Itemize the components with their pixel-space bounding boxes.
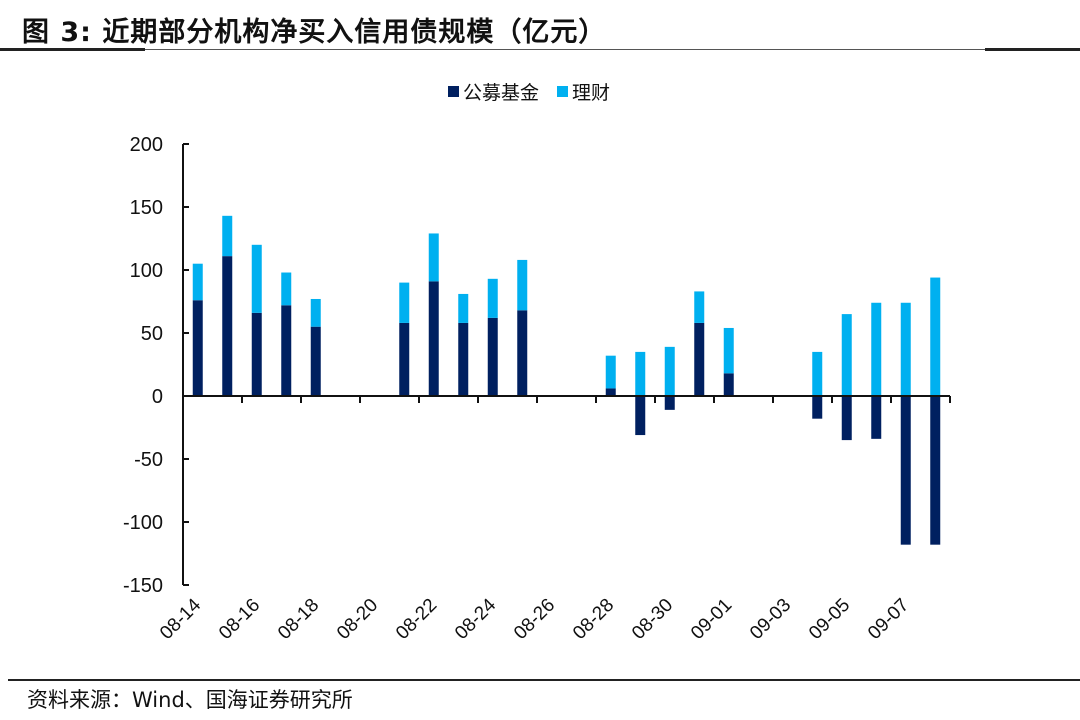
bar-fund-09-05 [841, 396, 852, 441]
legend-item-fund: 公募基金 [448, 78, 539, 105]
bar-wealth-08-23 [458, 293, 469, 323]
x-tick-label: 08-16 [215, 595, 264, 644]
bar-wealth-08-29 [635, 351, 646, 396]
bar-fund-08-28 [605, 388, 616, 396]
bar-fund-08-18 [310, 326, 321, 396]
y-tick-label: 100 [130, 260, 163, 282]
bar-wealth-09-08 [930, 277, 941, 396]
figure-title: 图 3: 近期部分机构净买入信用债规模（亿元） [22, 17, 607, 48]
legend-label-fund: 公募基金 [463, 82, 540, 104]
legend-swatch-fund [448, 86, 459, 97]
x-tick-label: 09-03 [746, 595, 795, 644]
bar-fund-08-24 [487, 317, 498, 396]
bar-wealth-08-21 [399, 282, 410, 323]
bar-wealth-08-25 [517, 259, 528, 311]
y-tick-label: 0 [152, 386, 163, 408]
x-tick-labels: 08-14 08-16 08-18 08-20 08-22 08-24 08-26 08-28… [156, 594, 913, 644]
chart-legend: 公募基金 理财 [448, 78, 628, 105]
x-tick-label: 09-01 [687, 595, 736, 644]
bar-fund-09-08 [930, 396, 941, 545]
bar-wealth-09-04 [812, 351, 823, 396]
title-divider-right-accent [985, 48, 1080, 51]
bar-fund-09-04 [812, 396, 823, 419]
x-tick-label: 09-07 [864, 595, 913, 644]
x-tick-label: 08-14 [156, 594, 206, 644]
bar-wealth-09-01 [723, 327, 734, 374]
x-tick-label: 08-28 [569, 595, 618, 644]
y-tick-label: -150 [123, 575, 163, 597]
x-tick-label: 08-26 [510, 595, 559, 644]
bar-wealth-08-14 [192, 263, 203, 301]
bars-layer [192, 215, 941, 545]
x-tick-label: 08-18 [274, 595, 323, 644]
bar-fund-08-21 [399, 322, 410, 396]
legend-item-wealth: 理财 [557, 78, 610, 105]
legend-swatch-wealth [557, 86, 569, 97]
y-tick-label: -100 [123, 512, 163, 534]
x-tick-label: 09-05 [805, 595, 854, 644]
bar-fund-08-22 [428, 281, 439, 396]
bar-fund-08-14 [192, 300, 203, 396]
bar-fund-08-23 [458, 322, 469, 396]
bar-fund-09-07 [900, 396, 911, 545]
bar-fund-08-25 [517, 310, 528, 396]
x-tick-label: 08-22 [392, 595, 441, 644]
bar-fund-08-31 [694, 322, 705, 396]
y-tick-label: -50 [134, 449, 163, 471]
y-tick-label: 50 [141, 323, 163, 345]
legend-label-wealth: 理财 [572, 82, 611, 104]
bar-wealth-08-22 [428, 233, 439, 282]
bar-fund-08-16 [251, 312, 262, 396]
bar-wealth-09-06 [871, 302, 882, 396]
bar-fund-08-29 [635, 396, 646, 436]
bar-wealth-08-17 [281, 272, 292, 306]
bar-fund-08-15 [222, 256, 233, 396]
bar-wealth-08-31 [694, 291, 705, 323]
title-divider [0, 49, 1080, 50]
bar-fund-08-17 [281, 305, 292, 396]
bar-wealth-08-18 [310, 298, 321, 327]
bar-wealth-08-28 [605, 355, 616, 389]
title-divider-left-accent [0, 48, 145, 51]
bar-wealth-08-15 [222, 215, 233, 257]
x-tick-label: 08-20 [333, 595, 382, 644]
bar-fund-08-30 [664, 396, 675, 410]
bar-wealth-08-24 [487, 278, 498, 318]
bar-wealth-08-16 [251, 244, 262, 313]
y-tick-labels: 200 150 100 50 0 -50 -100 -150 [123, 134, 163, 597]
source-note: 资料来源：Wind、国海证券研究所 [27, 688, 353, 712]
y-tick-label: 200 [130, 134, 163, 156]
x-tick-label: 08-30 [628, 595, 677, 644]
bar-fund-09-06 [871, 396, 882, 439]
bar-fund-09-01 [723, 373, 734, 396]
axes-layer [182, 143, 951, 586]
x-tick-label: 08-24 [451, 594, 501, 644]
y-tick-label: 150 [130, 197, 163, 219]
footer-divider [8, 679, 1080, 681]
bar-wealth-09-05 [841, 314, 852, 396]
bar-wealth-09-07 [900, 302, 911, 396]
bar-wealth-08-30 [664, 346, 675, 396]
